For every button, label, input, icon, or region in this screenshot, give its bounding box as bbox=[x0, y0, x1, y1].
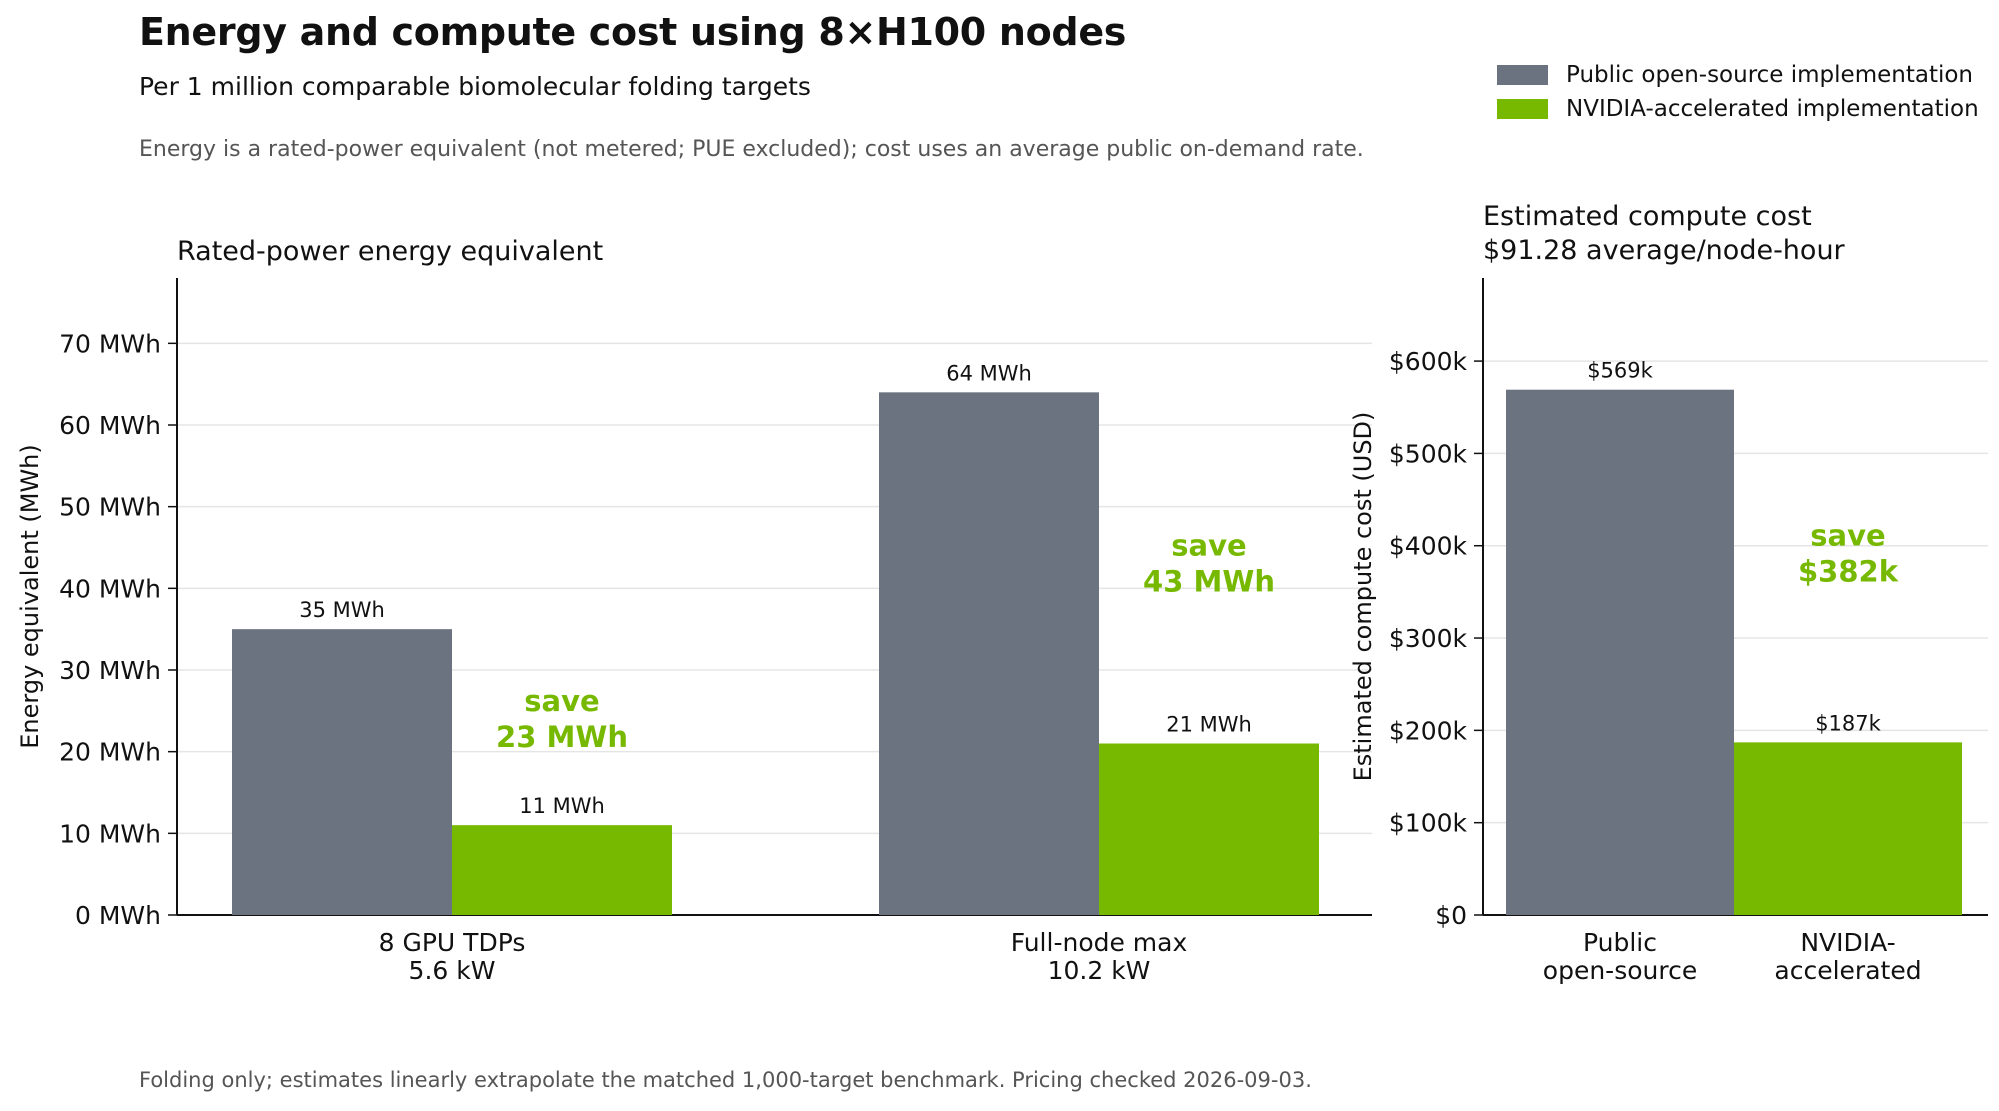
energy-ytick-label: 20 MWh bbox=[59, 738, 161, 767]
cost-chart-title: Estimated compute cost bbox=[1483, 201, 1812, 232]
energy-category-label: Full-node max bbox=[1011, 928, 1188, 957]
energy-bar-value-label: 21 MWh bbox=[1166, 713, 1252, 737]
energy-ytick-label: 10 MWh bbox=[59, 819, 161, 848]
legend-item-nvidia: NVIDIA-accelerated implementation bbox=[1497, 92, 1979, 126]
legend-item-public: Public open-source implementation bbox=[1497, 58, 1979, 92]
page-title: Energy and compute cost using 8×H100 nod… bbox=[139, 10, 1127, 54]
cost-ytick-label: $0 bbox=[1435, 901, 1467, 930]
cost-ytick-label: $600k bbox=[1389, 347, 1468, 376]
legend-label-public: Public open-source implementation bbox=[1566, 62, 1974, 88]
cost-bar-value-label: $569k bbox=[1587, 359, 1653, 383]
cost-ytick-label: $100k bbox=[1389, 809, 1468, 838]
cost-category-label: open-source bbox=[1543, 956, 1697, 985]
cost-chart-subtitle: $91.28 average/node-hour bbox=[1483, 235, 1846, 266]
cost-ytick-label: $500k bbox=[1389, 439, 1468, 468]
energy-bar-value-label: 35 MWh bbox=[299, 598, 385, 622]
cost-category-label: accelerated bbox=[1774, 956, 1921, 985]
footer-note: Folding only; estimates linearly extrapo… bbox=[139, 1068, 1312, 1092]
cost-ytick-label: $300k bbox=[1389, 624, 1468, 653]
energy-category-label: 8 GPU TDPs bbox=[379, 928, 526, 957]
cost-bar-value-label: $187k bbox=[1815, 711, 1881, 735]
energy-ytick-label: 50 MWh bbox=[59, 493, 161, 522]
energy-savings-label: save bbox=[524, 684, 599, 718]
energy-bar-public bbox=[232, 629, 452, 915]
energy-ytick-label: 60 MWh bbox=[59, 411, 161, 440]
energy-savings-value: 43 MWh bbox=[1143, 565, 1275, 599]
energy-category-label: 5.6 kW bbox=[409, 956, 496, 985]
cost-savings-label: save bbox=[1810, 519, 1885, 553]
cost-y-axis-label: Estimated compute cost (USD) bbox=[1349, 412, 1377, 782]
energy-savings-label: save bbox=[1171, 529, 1246, 563]
energy-chart-title: Rated-power energy equivalent bbox=[177, 236, 603, 267]
page-subtitle: Per 1 million comparable biomolecular fo… bbox=[139, 72, 811, 101]
energy-ytick-label: 0 MWh bbox=[75, 901, 161, 930]
cost-ytick-label: $200k bbox=[1389, 716, 1468, 745]
energy-bar-value-label: 11 MWh bbox=[519, 794, 605, 818]
legend-swatch-public bbox=[1497, 65, 1548, 85]
energy-ytick-label: 30 MWh bbox=[59, 656, 161, 685]
cost-bar-nvidia bbox=[1734, 742, 1962, 915]
energy-bar-public bbox=[879, 392, 1099, 915]
energy-savings-value: 23 MWh bbox=[496, 720, 628, 754]
cost-category-label: Public bbox=[1583, 928, 1657, 957]
cost-savings-value: $382k bbox=[1798, 555, 1899, 589]
energy-y-axis-label: Energy equivalent (MWh) bbox=[16, 444, 44, 749]
energy-bar-nvidia bbox=[452, 825, 672, 915]
energy-bar-value-label: 64 MWh bbox=[946, 361, 1032, 385]
cost-bar-public bbox=[1506, 389, 1734, 915]
energy-bar-nvidia bbox=[1099, 743, 1319, 915]
cost-category-label: NVIDIA- bbox=[1800, 928, 1895, 957]
legend-label-nvidia: NVIDIA-accelerated implementation bbox=[1566, 96, 1979, 122]
energy-ytick-label: 40 MWh bbox=[59, 574, 161, 603]
energy-ytick-label: 70 MWh bbox=[59, 329, 161, 358]
energy-category-label: 10.2 kW bbox=[1048, 956, 1151, 985]
legend-swatch-nvidia bbox=[1497, 99, 1548, 119]
cost-ytick-label: $400k bbox=[1389, 532, 1468, 561]
methodology-note: Energy is a rated-power equivalent (not … bbox=[139, 137, 1364, 162]
legend: Public open-source implementation NVIDIA… bbox=[1497, 58, 1979, 126]
